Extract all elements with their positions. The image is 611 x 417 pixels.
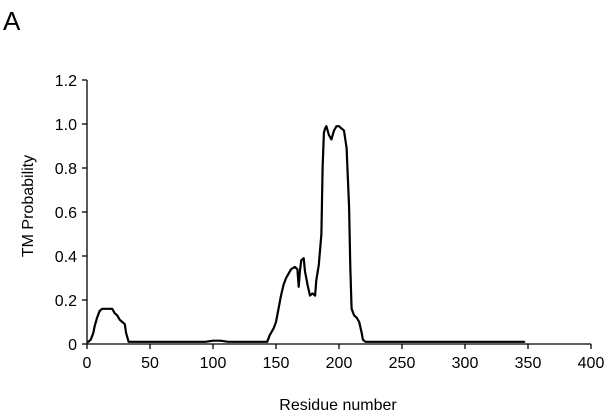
x-tick-label: 400 <box>578 355 605 372</box>
x-tick-label: 250 <box>389 355 416 372</box>
x-axis: 0 50 100 150 200 250 300 350 400 <box>83 343 605 372</box>
y-tick-label: 0 <box>68 337 77 354</box>
series-line <box>87 125 526 343</box>
y-axis: 0 0.2 0.4 0.6 0.8 1.0 1.2 <box>55 73 88 354</box>
y-tick-label: 0.8 <box>55 161 77 178</box>
x-tick-label: 200 <box>326 355 353 372</box>
y-tick-label: 0.4 <box>55 249 77 266</box>
y-tick-label: 1.2 <box>55 73 77 90</box>
x-axis-title: Residue number <box>279 397 397 414</box>
y-axis-title: TM Probability <box>20 155 37 257</box>
x-tick-label: 0 <box>83 355 92 372</box>
y-tick-label: 0.6 <box>55 205 77 222</box>
x-tick-label: 350 <box>515 355 542 372</box>
plot-area <box>87 125 526 343</box>
x-tick-label: 100 <box>200 355 227 372</box>
y-tick-label: 1.0 <box>55 117 77 134</box>
x-tick-label: 300 <box>452 355 479 372</box>
x-tick-label: 150 <box>263 355 290 372</box>
y-tick-label: 0.2 <box>55 293 77 310</box>
x-tick-label: 50 <box>141 355 159 372</box>
panel-label: A <box>3 6 21 36</box>
